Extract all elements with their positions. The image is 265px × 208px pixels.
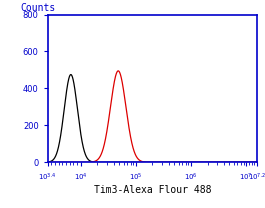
Text: Counts: Counts: [20, 3, 56, 13]
X-axis label: Tim3-Alexa Flour 488: Tim3-Alexa Flour 488: [94, 185, 211, 195]
